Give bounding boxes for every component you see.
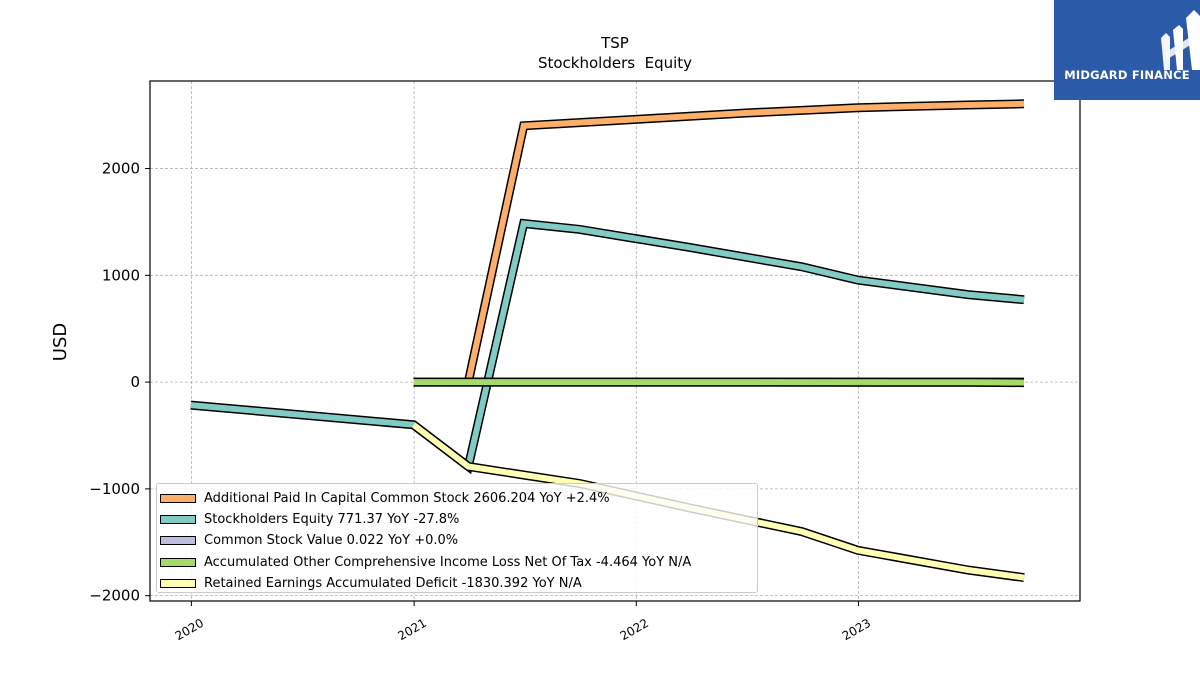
y-tick-label: 1000 <box>102 266 140 284</box>
series-line <box>190 220 1025 472</box>
series-2 <box>190 218 1025 475</box>
x-tick-label: 2023 <box>840 616 873 643</box>
logo-mark-icon <box>1161 10 1200 70</box>
legend-label: Common Stock Value 0.022 YoY +0.0% <box>204 533 459 549</box>
legend-label: Additional Paid In Capital Common Stock … <box>204 491 610 507</box>
plot-frame <box>149 80 1081 602</box>
legend-swatch <box>160 578 196 588</box>
y-tick-label: 2000 <box>102 160 140 178</box>
series-1 <box>463 99 1025 384</box>
legend-item: Stockholders Equity 771.37 YoY -27.8% <box>160 509 757 530</box>
x-tick-label: 2021 <box>395 616 428 643</box>
chart-subtitle: Stockholders Equity <box>538 54 692 72</box>
legend-label: Retained Earnings Accumulated Deficit -1… <box>204 575 582 591</box>
legend-label: Accumulated Other Comprehensive Income L… <box>204 554 692 570</box>
y-tick-label: 0 <box>130 373 140 391</box>
series-4 <box>413 377 1025 388</box>
legend-swatch <box>160 494 196 504</box>
chart-title: TSP <box>600 34 629 52</box>
legend-swatch <box>160 515 196 525</box>
legend: Additional Paid In Capital Common Stock … <box>156 483 758 593</box>
series-outline <box>463 99 1025 384</box>
series-lines <box>190 99 1025 583</box>
legend-item: Retained Earnings Accumulated Deficit -1… <box>160 573 757 594</box>
midgard-finance-logo: MIDGARD FINANCE <box>1054 0 1200 100</box>
y-axis-label: USD <box>50 323 71 361</box>
x-tick-label: 2020 <box>173 616 206 643</box>
legend-swatch <box>160 557 196 567</box>
legend-item: Accumulated Other Comprehensive Income L… <box>160 552 757 573</box>
x-tick-label: 2022 <box>618 616 651 643</box>
legend-label: Stockholders Equity 771.37 YoY -27.8% <box>204 512 460 528</box>
series-outline <box>190 218 1025 475</box>
legend-item: Additional Paid In Capital Common Stock … <box>160 488 757 509</box>
logo-text: MIDGARD FINANCE <box>1064 68 1190 82</box>
y-tick-label: −1000 <box>89 480 140 498</box>
series-line <box>465 100 1025 383</box>
legend-swatch <box>160 536 196 546</box>
legend-item: Common Stock Value 0.022 YoY +0.0% <box>160 530 757 551</box>
series-line <box>413 379 1025 386</box>
y-tick-label: −2000 <box>89 587 140 605</box>
